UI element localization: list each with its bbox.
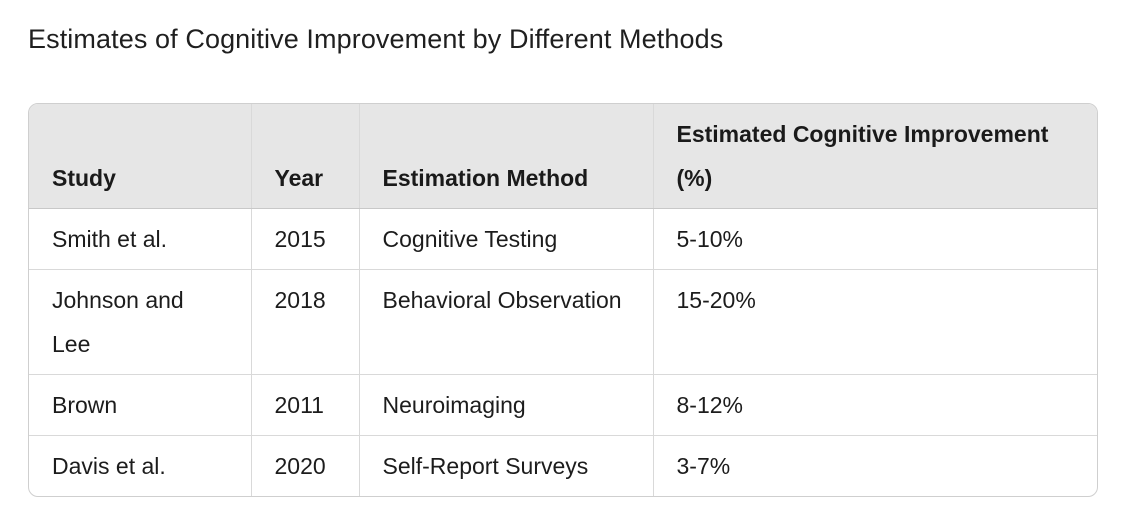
cell-study: Brown (29, 374, 252, 436)
cell-year: 2018 (251, 269, 360, 375)
cell-year: 2011 (251, 374, 360, 436)
table-header: Study Year Estimation Method Estimated C… (29, 104, 1097, 209)
table-row: Johnson and Lee 2018 Behavioral Observat… (29, 269, 1097, 375)
cell-estimation-method: Cognitive Testing (359, 208, 654, 270)
cell-study: Davis et al. (29, 435, 252, 496)
header-row: Study Year Estimation Method Estimated C… (29, 104, 1097, 209)
cell-study: Smith et al. (29, 208, 252, 270)
cell-estimated-improvement: 3-7% (676, 452, 731, 479)
cognitive-improvement-table: Study Year Estimation Method Estimated C… (29, 104, 1097, 496)
data-table-container: Study Year Estimation Method Estimated C… (28, 103, 1098, 497)
column-header-year: Year (251, 104, 360, 209)
cell-estimated-improvement: 5-10% (653, 208, 1097, 270)
column-header-estimated-improvement: Estimated Cognitive Improvement (%) (653, 104, 1097, 209)
table-row: Brown 2011 Neuroimaging 8-12% (29, 374, 1097, 436)
table-caption: Estimates of Cognitive Improvement by Di… (28, 24, 724, 54)
cell-estimation-method: Self-Report Surveys (359, 435, 654, 496)
table-row: Smith et al. 2015 Cognitive Testing 5-10… (29, 208, 1097, 270)
column-header-study: Study (29, 104, 252, 209)
cell-estimated-improvement: 8-12% (653, 374, 1097, 436)
cell-estimation-method: Behavioral Observation (359, 269, 654, 375)
cell-estimation-method: Neuroimaging (359, 374, 654, 436)
cell-estimated-improvement: 15-20% (653, 269, 1097, 375)
table-body: Smith et al. 2015 Cognitive Testing 5-10… (29, 208, 1097, 496)
table-row: Davis et al. 2020 Self-Report Surveys 3-… (29, 435, 1097, 496)
cell-year: 2020 (251, 435, 360, 496)
cell-study: Johnson and Lee (29, 269, 252, 375)
column-header-estimation-method: Estimation Method (359, 104, 654, 209)
cell-year: 2015 (251, 208, 360, 270)
